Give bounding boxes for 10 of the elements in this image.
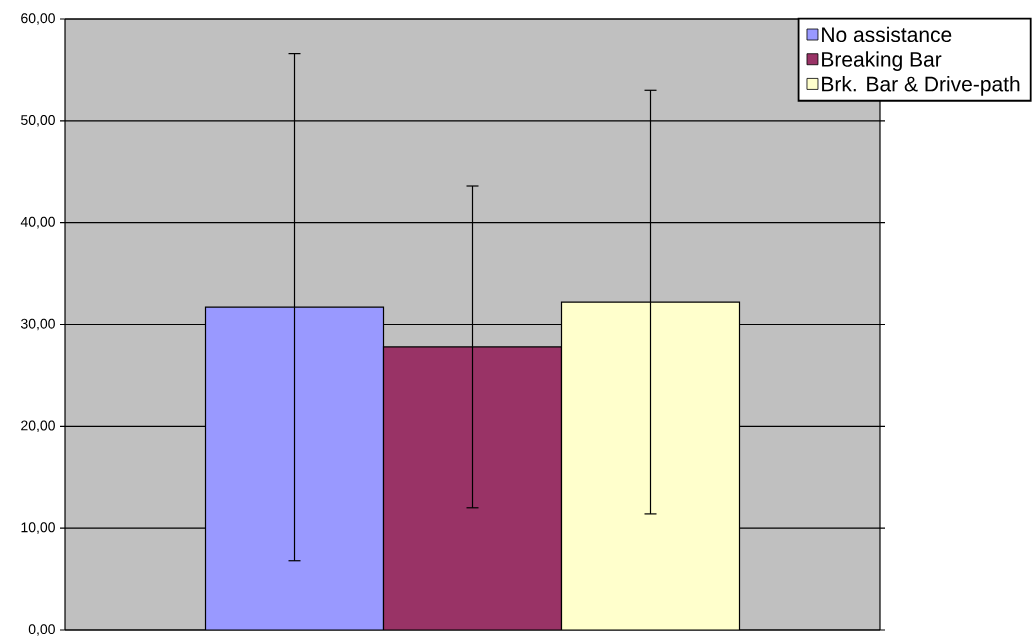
y-tick-label: 40,00 (20, 216, 55, 229)
y-tick-label: 50,00 (21, 115, 55, 127)
legend-label: No assistance (822, 26, 952, 43)
y-tick-label: 60,00 (21, 13, 55, 25)
y-tick-label: 0,00 (28, 624, 55, 636)
y-tick-label: 10,00 (21, 522, 55, 535)
legend-label: Breaking Bar (822, 51, 942, 72)
legend-label: Brk. Bar & Drive-path (822, 76, 1020, 96)
y-tick-label: 30,00 (20, 318, 55, 331)
y-tick-label: 20,00 (21, 420, 55, 433)
